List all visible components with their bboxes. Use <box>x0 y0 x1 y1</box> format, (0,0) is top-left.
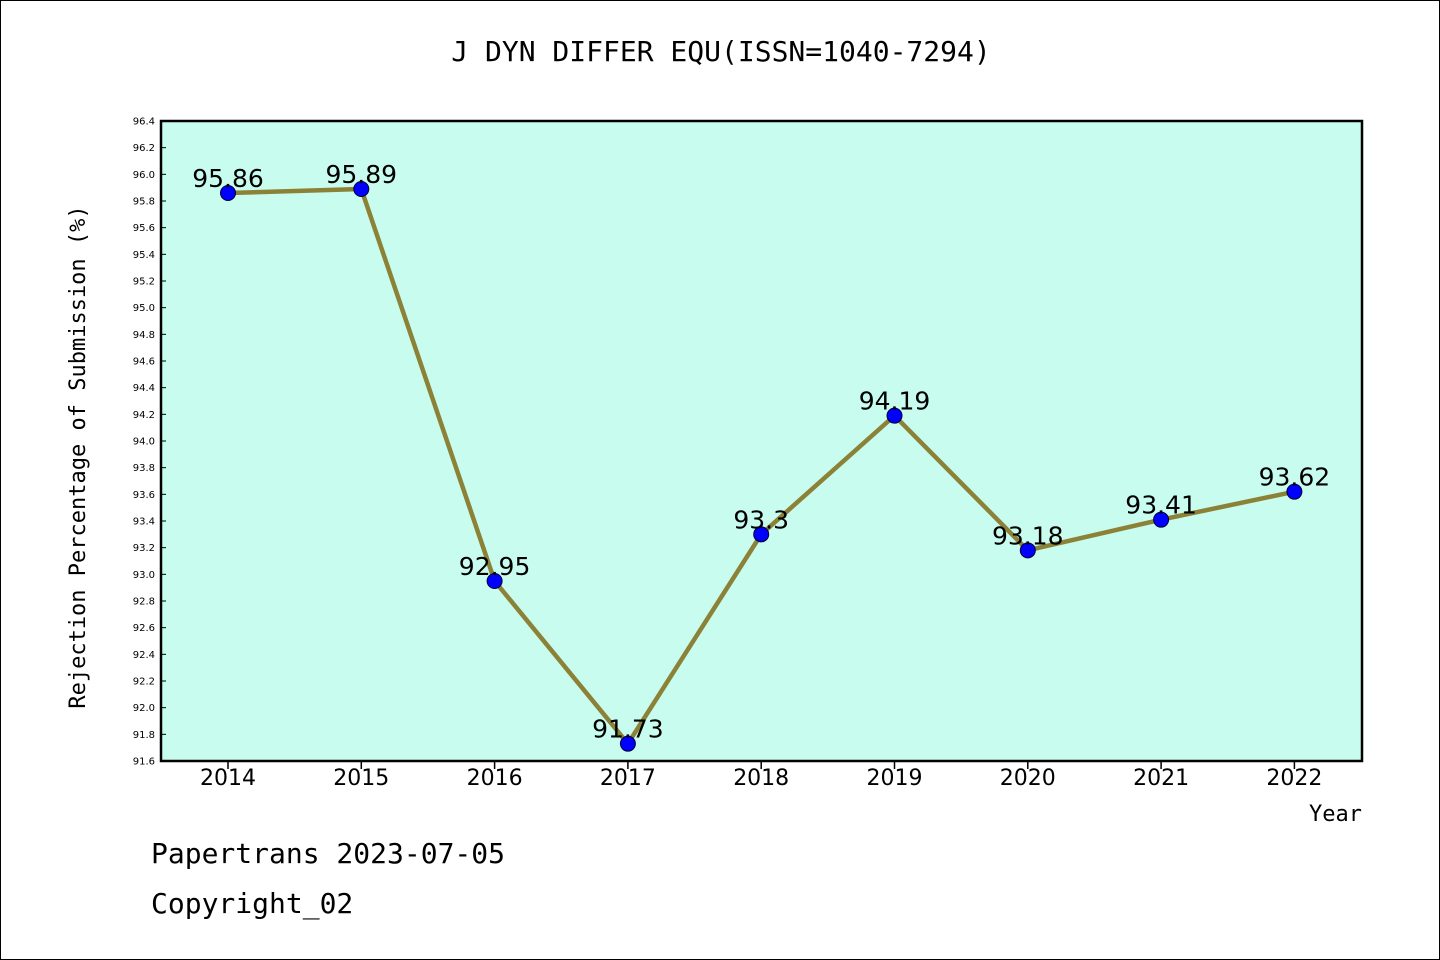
y-tick-label: 92.0 <box>133 703 155 714</box>
plot-area <box>159 119 1364 763</box>
y-tick-label: 94.4 <box>133 383 155 394</box>
data-point <box>486 573 503 589</box>
data-label: 95.86 <box>192 164 264 193</box>
data-point <box>1153 511 1170 528</box>
y-tick-label: 92.6 <box>133 623 155 634</box>
y-tick-label: 95.4 <box>133 250 155 261</box>
data-label: 95.89 <box>326 160 398 189</box>
x-tick-label: 2014 <box>200 766 256 791</box>
y-tick-label: 96.4 <box>133 117 155 128</box>
data-label: 93.18 <box>992 521 1064 550</box>
data-point <box>619 735 636 752</box>
x-tick-label: 2018 <box>733 766 789 791</box>
x-tick-label: 2015 <box>333 766 389 791</box>
x-tick-label: 2022 <box>1266 766 1322 791</box>
x-tick-label: 2021 <box>1133 766 1189 791</box>
y-tick-label: 92.8 <box>133 597 155 608</box>
data-label: 94.19 <box>859 387 931 416</box>
y-tick-label: 93.6 <box>133 490 155 501</box>
y-tick-label: 92.2 <box>133 677 155 688</box>
chart-title: J DYN DIFFER EQU(ISSN=1040-7294) <box>451 35 991 68</box>
data-point <box>753 526 770 543</box>
y-tick-label: 95.6 <box>133 223 155 234</box>
y-tick-label: 91.8 <box>133 730 155 741</box>
y-tick-label: 93.8 <box>133 463 155 474</box>
y-tick-label: 96.2 <box>133 143 155 154</box>
y-tick-label: 94.6 <box>133 357 155 368</box>
y-tick-label: 93.2 <box>133 543 155 554</box>
y-tick-label: 94.0 <box>133 437 155 448</box>
y-tick-label: 93.4 <box>133 517 155 528</box>
x-tick-label: 2019 <box>867 766 923 791</box>
y-tick-label: 95.2 <box>133 277 155 288</box>
x-axis-label: Year <box>1309 802 1362 827</box>
x-tick-label: 2016 <box>467 766 523 791</box>
data-point <box>886 407 903 424</box>
data-label: 91.73 <box>592 715 664 744</box>
data-label: 93.62 <box>1259 463 1331 492</box>
data-point <box>220 185 236 201</box>
y-tick-label: 95.0 <box>133 303 155 314</box>
data-point <box>1286 483 1303 500</box>
y-tick-label: 95.8 <box>133 197 155 208</box>
x-tick-label: 2020 <box>1000 766 1056 791</box>
y-tick-label: 91.6 <box>133 757 155 768</box>
data-label: 93.3 <box>733 505 789 534</box>
y-tick-label: 96.0 <box>133 170 155 181</box>
x-tick-label: 2017 <box>600 766 656 791</box>
y-tick-label: 93.0 <box>133 570 155 581</box>
footer-date: Papertrans 2023-07-05 <box>151 837 506 870</box>
y-tick-label: 94.8 <box>133 330 155 341</box>
data-point <box>1019 542 1036 559</box>
y-tick-label: 94.2 <box>133 410 155 421</box>
footer-copyright: Copyright_02 <box>151 887 354 920</box>
data-label: 93.41 <box>1125 491 1197 520</box>
y-axis-label: Rejection Percentage of Submission (%) <box>66 205 91 708</box>
data-label: 92.95 <box>459 552 531 581</box>
data-point <box>353 181 370 197</box>
y-tick-label: 92.4 <box>133 650 155 661</box>
